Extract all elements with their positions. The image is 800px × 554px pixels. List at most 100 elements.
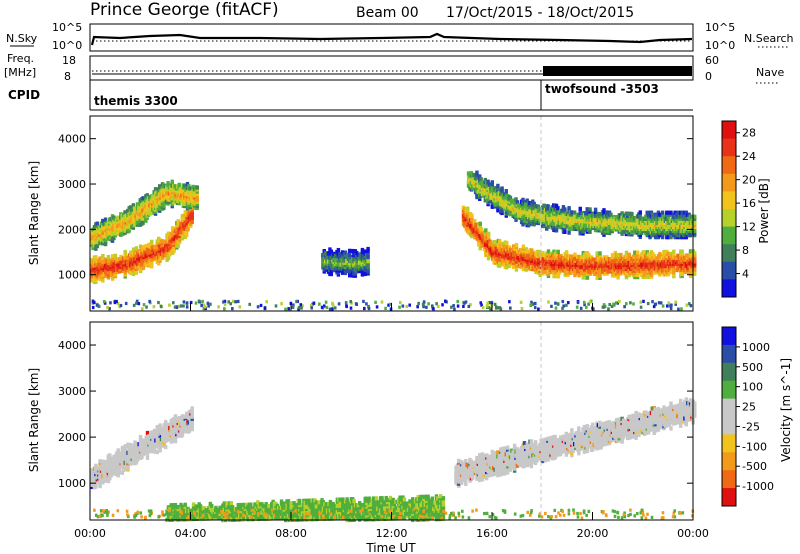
echo-cell [642, 299, 645, 303]
echo-cell [602, 208, 606, 213]
echo-cell [577, 254, 581, 260]
echo-cell [229, 302, 233, 306]
echo-cell [623, 305, 626, 309]
echo-cell [141, 265, 146, 270]
echo-cell [480, 303, 483, 307]
echo-cell [435, 302, 438, 306]
echo-cell [432, 307, 435, 311]
echo-cell [149, 210, 154, 215]
power-echo-layer [90, 170, 697, 311]
echo-cell [472, 219, 477, 224]
echo-cell [126, 255, 130, 260]
echo-cell [452, 304, 455, 308]
echo-cell [153, 187, 158, 192]
echo-cell [98, 256, 102, 261]
echo-cell [552, 249, 556, 254]
echo-cell [142, 303, 146, 307]
echo-cell [505, 265, 509, 270]
echo-cell [693, 220, 697, 225]
echo-cell [588, 300, 592, 304]
echo-cell [669, 210, 673, 215]
nsky-label: N.Sky [6, 32, 38, 45]
echo-cell [588, 207, 592, 212]
echo-cell [585, 251, 590, 256]
echo-cell [92, 300, 96, 305]
echo-cell [661, 304, 665, 308]
echo-cell [322, 249, 326, 254]
echo-cell [563, 207, 567, 212]
echo-cell [325, 305, 329, 310]
echo-cell [639, 305, 643, 309]
echo-cell [639, 300, 643, 304]
echo-cell [522, 200, 527, 205]
echo-cell [496, 183, 500, 188]
echo-cell [614, 301, 618, 305]
echo-cell [145, 193, 149, 198]
echo-cell [168, 303, 171, 307]
nsky-trace [90, 32, 693, 46]
echo-cell [425, 305, 428, 309]
echo-cell [116, 448, 120, 453]
echo-cell [657, 301, 661, 305]
echo-cell [521, 197, 525, 202]
echo-cell [592, 307, 595, 311]
echo-cell [110, 254, 115, 259]
echo-cell [525, 198, 529, 203]
freq-label: Freq. [7, 52, 34, 65]
echo-cell [263, 306, 267, 310]
echo-cell [529, 303, 533, 308]
echo-cell [547, 300, 550, 304]
echo-cell [344, 301, 348, 305]
echo-cell [322, 304, 326, 308]
echo-cell [693, 214, 697, 219]
echo-cell [561, 205, 566, 210]
echo-cell [619, 252, 623, 258]
echo-cell [562, 304, 565, 308]
echo-cell [206, 301, 210, 305]
echo-cell [175, 305, 179, 309]
echo-cell [533, 305, 537, 310]
echo-cell [498, 239, 502, 244]
echo-cell [197, 299, 201, 303]
echo-cell [101, 218, 105, 224]
echo-cell [180, 236, 185, 241]
freq-panel [89, 55, 694, 81]
echo-cell [324, 300, 328, 304]
echo-cell [408, 303, 412, 307]
echo-cell [607, 210, 612, 215]
echo-cell [541, 250, 545, 256]
echo-cell [112, 235, 116, 241]
echo-cell [97, 304, 101, 309]
echo-cell [150, 239, 154, 244]
echo-cell [106, 254, 111, 260]
freq-unit: [MHz] [4, 66, 36, 79]
echo-cell [464, 300, 468, 304]
colorbar-tick-label: 4 [742, 268, 749, 281]
echo-cell [333, 306, 337, 310]
echo-cell [422, 305, 425, 309]
echo-cell [493, 240, 498, 245]
echo-cell [182, 300, 186, 304]
colorbar-frame [721, 120, 737, 298]
nave-tick-high: 60 [705, 54, 719, 67]
echo-cell [166, 181, 170, 186]
echo-cell [148, 299, 151, 304]
colorbar-tick-label: 24 [742, 150, 756, 163]
velocity-echo-layer [90, 397, 697, 523]
echo-cell [554, 203, 559, 208]
echo-cell [676, 210, 680, 215]
echo-cell [248, 302, 252, 307]
echo-cell [384, 306, 387, 310]
echo-cell [575, 305, 579, 309]
echo-cell [153, 199, 158, 204]
echo-cell [627, 252, 631, 257]
echo-cell [172, 226, 176, 231]
y-tick-label: 2000 [58, 223, 86, 236]
echo-cell [103, 217, 108, 222]
echo-cell [642, 250, 647, 255]
echo-cell [366, 252, 370, 258]
colorbar-swatch [722, 138, 736, 157]
echo-cell [546, 204, 550, 209]
